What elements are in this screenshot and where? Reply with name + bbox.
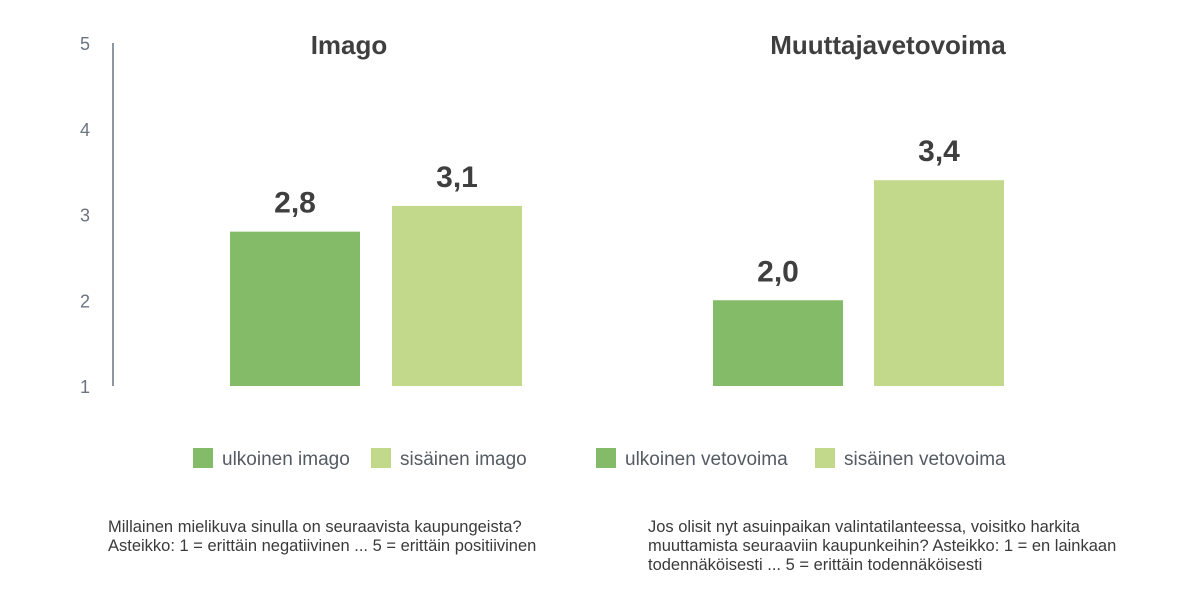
data-label: 2,8 — [274, 187, 316, 220]
note-line: Asteikko: 1 = erittäin negatiivinen ... … — [108, 537, 537, 555]
y-tick-label: 3 — [80, 206, 90, 226]
bar — [874, 180, 1004, 386]
panel-title: Imago — [311, 30, 388, 60]
bar — [392, 205, 522, 386]
note-line: muuttamista seuraaviin kaupunkeihin? Ast… — [648, 537, 1117, 555]
question-note-imago: Millainen mielikuva sinulla on seuraavis… — [108, 518, 628, 556]
legend-label: sisäinen imago — [400, 449, 527, 470]
y-tick-label: 5 — [80, 34, 90, 54]
chart-panels: Imago 2,8 ulkoinen imago 3,1 sisäinen imago M… — [193, 30, 1006, 470]
y-tick-label: 4 — [80, 120, 90, 140]
data-label: 3,4 — [918, 135, 960, 168]
legend-swatch — [193, 448, 213, 468]
note-line: Jos olisit nyt asuinpaikan valintatilant… — [648, 518, 1080, 536]
legend-label: ulkoinen vetovoima — [625, 449, 788, 470]
panel-imago: Imago 2,8 ulkoinen imago 3,1 sisäinen imago — [193, 30, 527, 470]
legend-swatch — [815, 448, 835, 468]
y-tick-label: 2 — [80, 291, 90, 311]
question-note-vetovoima: Jos olisit nyt asuinpaikan valintatilant… — [648, 518, 1168, 575]
data-label: 3,1 — [436, 161, 478, 194]
y-axis-ticks: 5 4 3 2 1 — [80, 34, 90, 397]
legend-swatch — [371, 448, 391, 468]
y-tick-label: 1 — [80, 377, 90, 397]
data-label: 2,0 — [757, 255, 799, 288]
legend-label: ulkoinen imago — [222, 449, 350, 470]
bar — [230, 231, 360, 386]
panel-muuttajavetovoima: Muuttajavetovoima 2,0 ulkoinen vetovoima 3,… — [596, 30, 1006, 470]
panel-title: Muuttajavetovoima — [770, 30, 1006, 60]
legend-swatch — [596, 448, 616, 468]
note-line: Millainen mielikuva sinulla on seuraavis… — [108, 518, 522, 536]
legend-label: sisäinen vetovoima — [844, 449, 1006, 470]
bar — [713, 300, 843, 386]
note-line: todennäköisesti ... 5 = erittäin todennä… — [648, 556, 983, 574]
